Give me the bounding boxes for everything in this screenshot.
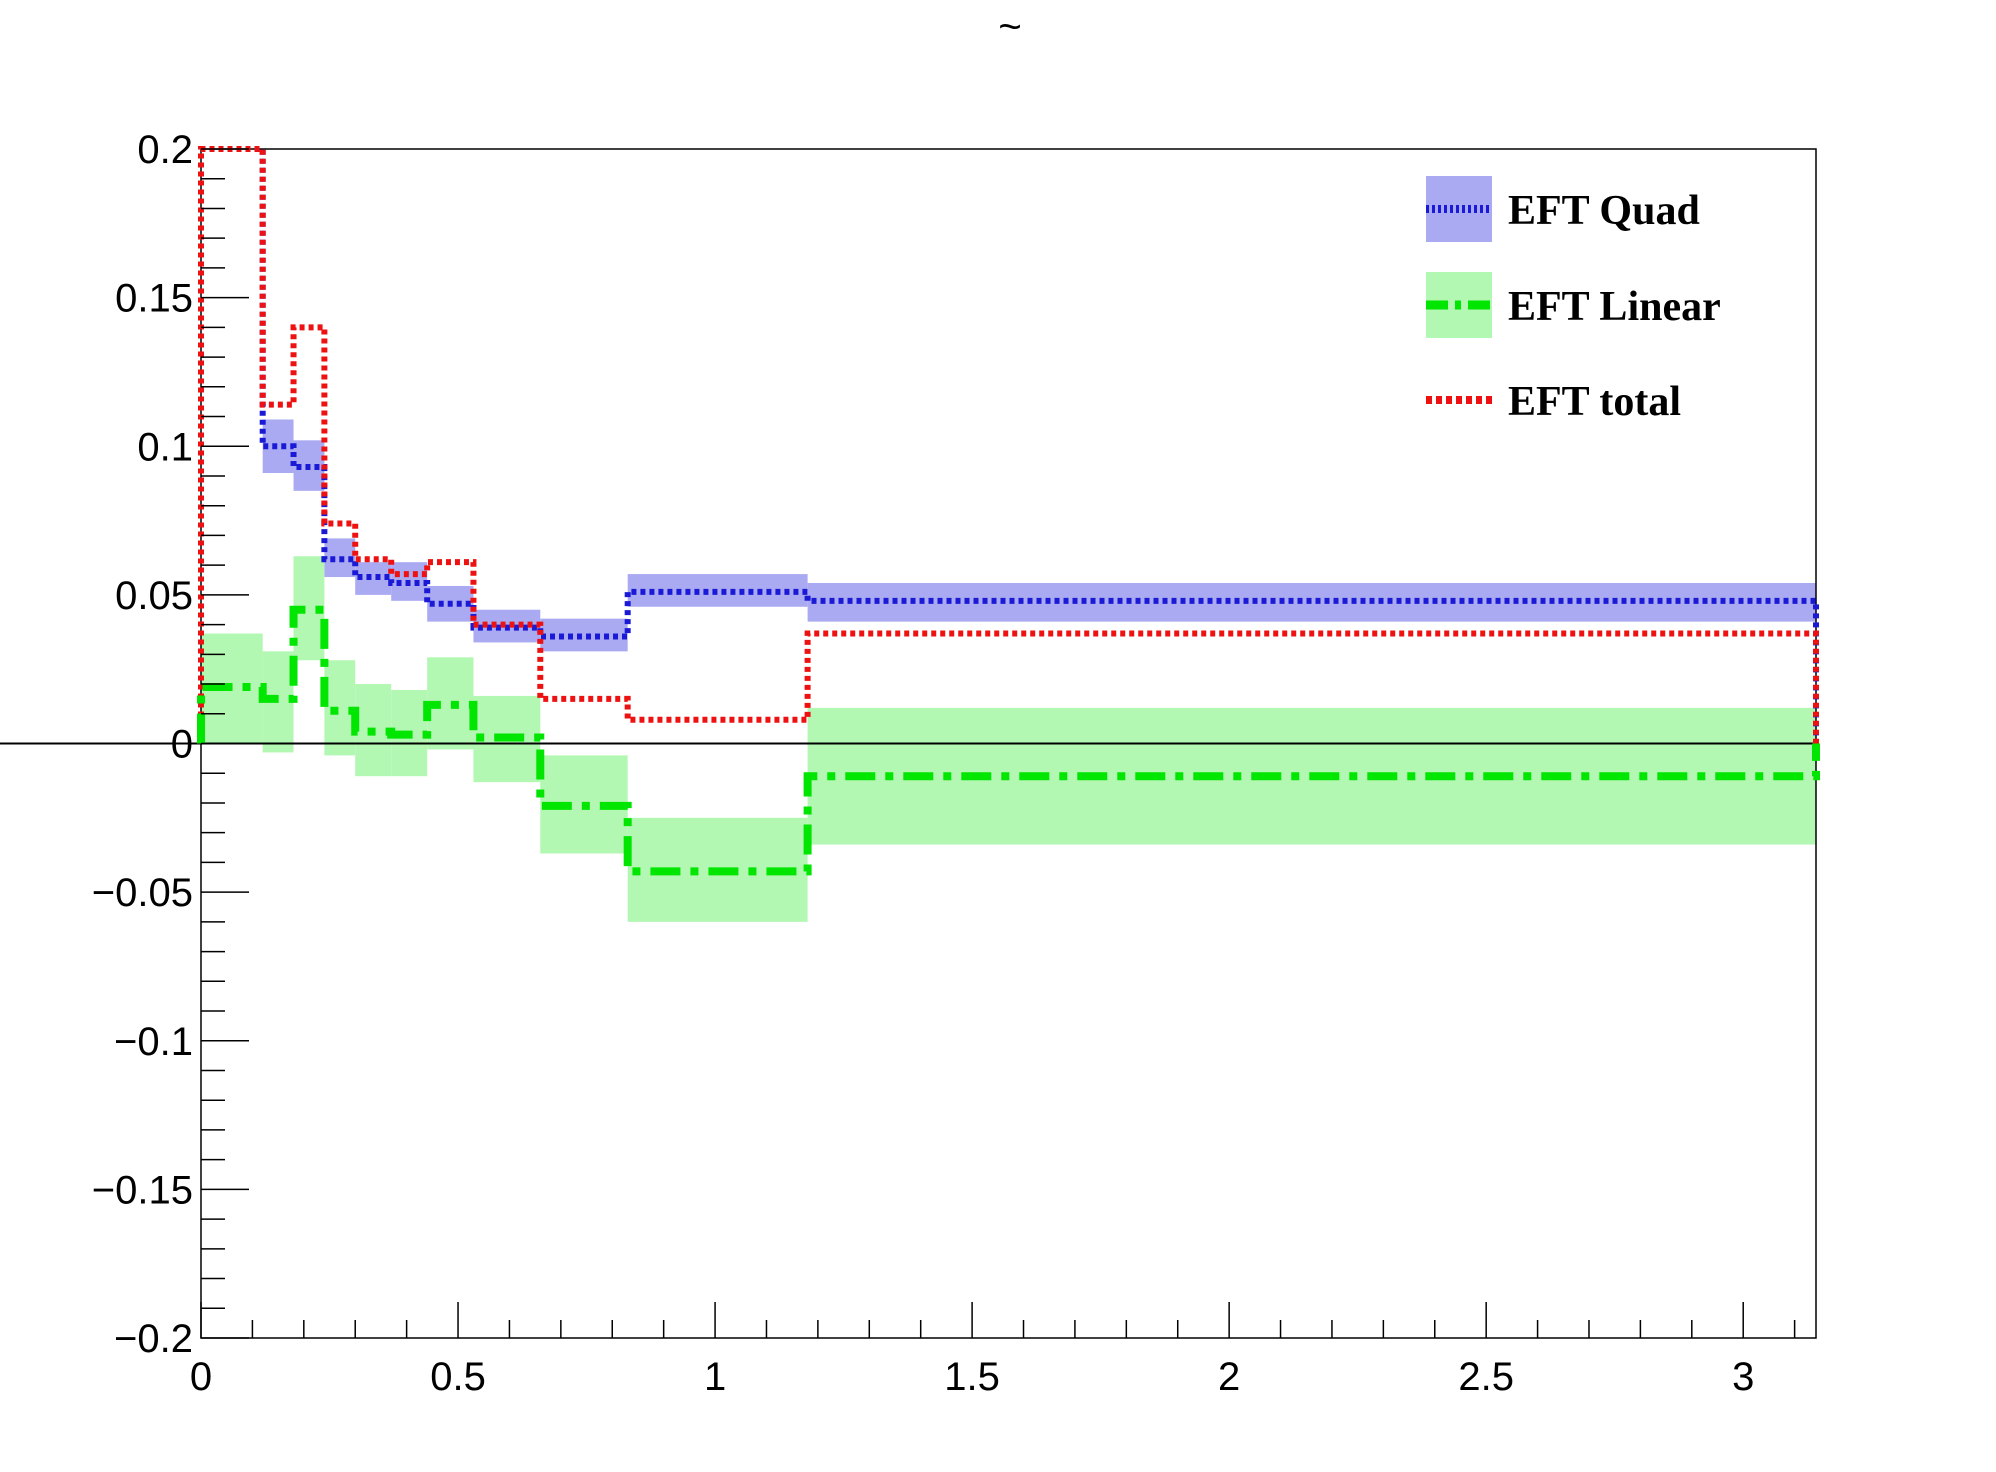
y-tick-labels: −0.2 −0.15 −0.1 −0.05 0 0.05 0.1 0.15 0.2	[92, 128, 193, 1361]
x-tick-label: 2	[1218, 1355, 1240, 1399]
series-line-0	[198, 146, 1819, 744]
y-tick-label: 0.15	[115, 277, 193, 321]
y-tick-label: −0.1	[114, 1020, 193, 1064]
x-tick-label: 1.5	[944, 1355, 1000, 1399]
legend-total-label: EFT total	[1508, 379, 1681, 425]
series-line-2	[198, 146, 1819, 744]
series-lines	[197, 146, 1820, 876]
chart-title: ~	[998, 5, 1021, 49]
y-tick-label: −0.05	[92, 871, 193, 915]
x-tick-label: 0.5	[430, 1355, 486, 1399]
y-tick-label: −0.2	[114, 1317, 193, 1361]
uncertainty-bands	[201, 419, 1816, 922]
y-tick-label: 0.2	[137, 128, 193, 172]
x-tick-label: 3	[1732, 1355, 1754, 1399]
x-tick-label: 2.5	[1458, 1355, 1514, 1399]
legend-linear-label: EFT Linear	[1508, 284, 1721, 330]
x-tick-label: 1	[704, 1355, 726, 1399]
x-axis	[200, 1302, 1796, 1338]
y-tick-label: 0	[171, 723, 193, 767]
band-0-bin-9	[627, 574, 808, 607]
y-axis	[201, 148, 249, 1339]
legend-quad-label: EFT Quad	[1508, 188, 1700, 234]
x-tick-labels: 0 0.5 1 1.5 2 2.5 3	[190, 1355, 1754, 1399]
x-tick-label: 0	[190, 1355, 212, 1399]
series-line-1	[197, 605, 1820, 876]
y-tick-label: −0.15	[92, 1168, 193, 1212]
legend: EFT Quad EFT Linear EFT total	[1426, 176, 1721, 425]
y-tick-label: 0.1	[137, 425, 193, 469]
y-tick-label: 0.05	[115, 574, 193, 618]
